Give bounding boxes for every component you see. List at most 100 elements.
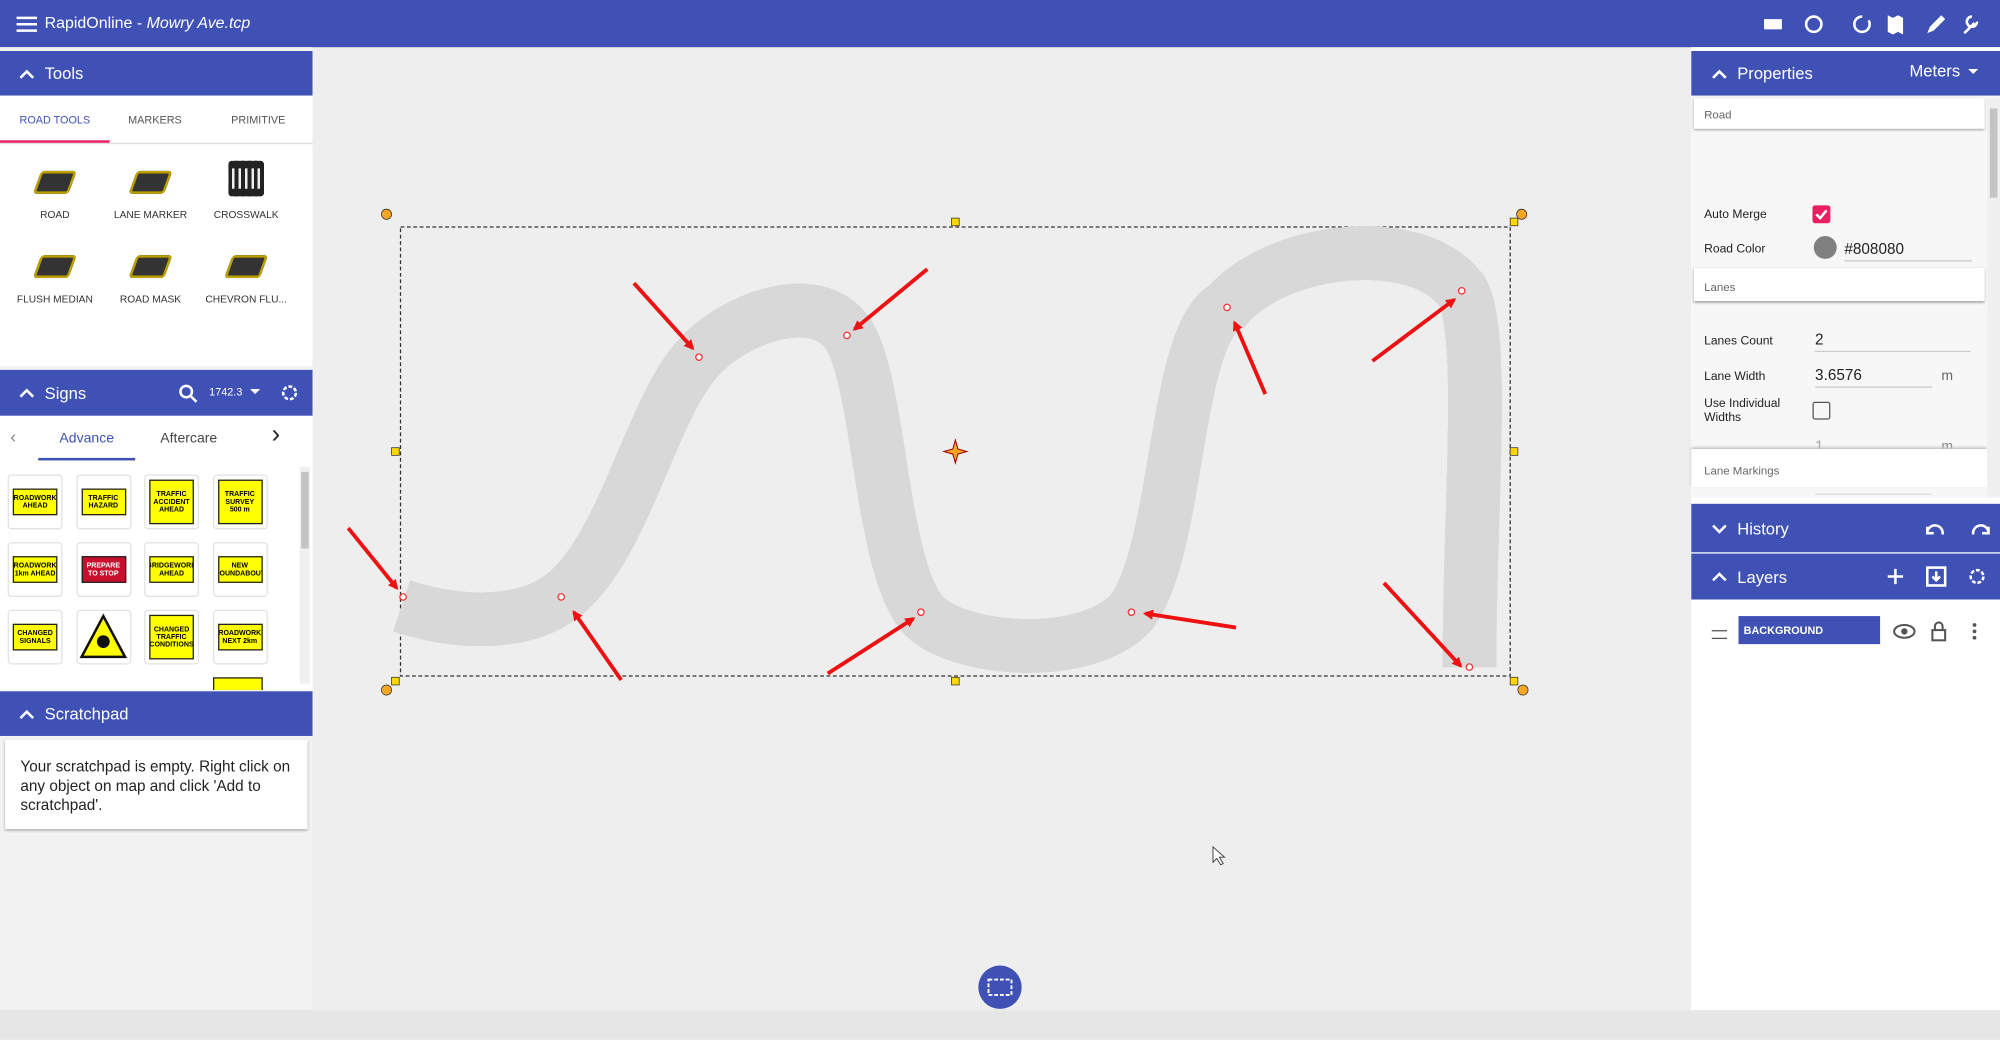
tool-icon[interactable] xyxy=(128,255,173,279)
selection-handles[interactable] xyxy=(380,208,1529,696)
section-lane-markings: Lane Markings xyxy=(1704,464,1780,478)
next-tab[interactable]: › xyxy=(271,420,281,449)
sign-item[interactable]: BRIDGEWORK AHEAD xyxy=(144,542,199,597)
signs-tab[interactable]: Aftercare xyxy=(160,431,218,447)
sign-item[interactable]: TRAFFIC HAZARD xyxy=(75,474,131,530)
tool-icon[interactable] xyxy=(228,160,265,197)
locate-button[interactable] xyxy=(1804,15,1823,34)
sign-item[interactable]: NEW ROUNDABOUT xyxy=(212,542,268,597)
unit-select[interactable]: Meters xyxy=(1909,61,1961,81)
print-button[interactable] xyxy=(1764,19,1782,30)
sign-plate: CHANGED SIGNALS xyxy=(12,623,58,651)
use-individual-checkbox[interactable] xyxy=(1812,401,1831,420)
road-color-input[interactable]: #808080 xyxy=(1844,240,1972,262)
refresh-button[interactable] xyxy=(1853,15,1871,34)
app-name: RapidOnline xyxy=(44,14,133,32)
tool-label: ROAD xyxy=(40,209,70,221)
layers-header: Layers xyxy=(1691,553,2000,600)
road-nodes xyxy=(399,286,1474,671)
tab-indicator xyxy=(0,140,110,143)
prev-tab[interactable]: ‹ xyxy=(10,426,17,447)
lanes-count-label: Lanes Count xyxy=(1704,334,1773,349)
sign-item[interactable]: CHANGED TRAFFIC CONDITIONS xyxy=(144,609,199,665)
section-lanes: Lanes xyxy=(1704,280,1736,294)
tool-label: ROAD MASK xyxy=(119,293,182,305)
tools-tab[interactable]: PRIMITIVE xyxy=(231,113,286,127)
top-bar: RapidOnline - Mowry Ave.tcp xyxy=(0,0,2000,48)
search-button[interactable] xyxy=(179,384,199,404)
sign-plate: NEW ROUNDABOUT xyxy=(217,556,263,583)
tools-tab[interactable]: ROAD TOOLS xyxy=(19,113,91,127)
history-header[interactable]: History xyxy=(1691,503,2000,553)
sign-item[interactable]: TRAFFIC ACCIDENT AHEAD xyxy=(144,474,199,530)
road[interactable] xyxy=(402,253,1475,667)
properties-scrollbar[interactable] xyxy=(1987,98,2000,498)
layer-controls[interactable] xyxy=(1893,620,1982,643)
road-color-label: Road Color xyxy=(1704,242,1766,257)
tools-title: Tools xyxy=(44,63,84,83)
sign-plate: TRAFFIC HAZARD xyxy=(80,488,126,516)
auto-merge-label: Auto Merge xyxy=(1704,207,1767,222)
layer-name[interactable]: BACKGROUND xyxy=(1738,616,1881,645)
cursor xyxy=(1212,845,1226,866)
signs-header: Signs 1742.3 xyxy=(0,369,313,416)
tool-icon[interactable] xyxy=(32,170,77,194)
signs-tab[interactable]: Advance xyxy=(59,431,115,447)
lane-width-unit: m xyxy=(1941,368,1954,384)
sign-item xyxy=(213,677,263,691)
footer xyxy=(0,1010,2000,1040)
tool-icon[interactable] xyxy=(224,255,269,279)
auto-merge-checkbox[interactable] xyxy=(1812,205,1831,224)
tool-label: FLUSH MEDIAN xyxy=(16,293,93,305)
signs-settings[interactable] xyxy=(278,381,301,404)
sign-plate: ROADWORK AHEAD xyxy=(12,488,58,516)
file-name: Mowry Ave.tcp xyxy=(146,14,251,32)
tools-body: ROAD TOOLS MARKERS PRIMITIVE ROAD LANE MARKE… xyxy=(0,95,313,367)
road-color-swatch[interactable] xyxy=(1813,235,1837,259)
scratchpad-title: Scratchpad xyxy=(44,704,129,724)
scratchpad-header[interactable]: Scratchpad xyxy=(0,691,313,736)
sign-item[interactable]: ROADWORK 1km AHEAD xyxy=(7,542,63,597)
fit-button[interactable] xyxy=(978,965,1022,1009)
undo-redo[interactable] xyxy=(1923,519,1992,539)
tool-icon[interactable] xyxy=(32,255,77,279)
lane-width-label: Lane Width xyxy=(1704,369,1766,384)
toolbar xyxy=(1764,15,1979,35)
sign-item[interactable]: ROADWORK NEXT 2km xyxy=(212,609,268,665)
map-canvas[interactable] xyxy=(312,47,1691,1010)
layer-actions[interactable] xyxy=(1885,565,1992,588)
sign-plate: ROADWORK NEXT 2km xyxy=(217,623,263,651)
signs-title: Signs xyxy=(44,383,87,404)
settings-button[interactable] xyxy=(1963,15,1979,35)
menu-button[interactable] xyxy=(15,15,38,33)
lanes-count-input[interactable]: 2 xyxy=(1815,330,1971,353)
sign-item[interactable]: CHANGED SIGNALS xyxy=(7,609,63,665)
annotation-arrows xyxy=(346,267,1463,681)
drag-handle[interactable] xyxy=(1711,630,1728,640)
sign-item[interactable] xyxy=(75,609,131,665)
tool-icon[interactable] xyxy=(128,170,173,194)
sign-item[interactable]: PREPARE TO STOP xyxy=(75,542,131,597)
sign-scale[interactable]: 1742.3 xyxy=(209,385,243,398)
sign-item[interactable]: ROADWORK AHEAD xyxy=(7,474,63,530)
tab-divider xyxy=(0,142,313,145)
tab-indicator xyxy=(38,457,136,461)
map-button[interactable] xyxy=(1887,15,1904,35)
sign-plate: TRAFFIC SURVEY 500 m xyxy=(217,479,263,525)
signs-scrollbar xyxy=(299,466,310,684)
section-road: Road xyxy=(1704,108,1732,122)
left-panel: Tools ROAD TOOLS MARKERS PRIMITIVE ROAD LANE… xyxy=(0,47,313,1011)
edit-button[interactable] xyxy=(1927,15,1946,34)
tools-tab[interactable]: MARKERS xyxy=(128,113,182,127)
sign-item[interactable]: TRAFFIC SURVEY 500 m xyxy=(212,474,268,530)
sign-plate: ROADWORK 1km AHEAD xyxy=(12,556,58,583)
center-marker xyxy=(942,438,969,465)
tools-header[interactable]: Tools xyxy=(0,51,313,96)
properties-body: Road Auto Merge Road Color #808080 Lanes… xyxy=(1691,95,2000,498)
sign-plate: CHANGED TRAFFIC CONDITIONS xyxy=(149,614,194,660)
properties-title: Properties xyxy=(1737,63,1813,83)
use-individual-label: Use Individual Widths xyxy=(1704,396,1781,425)
right-panel: Properties Meters Road Auto Merge Road C… xyxy=(1691,47,2000,1011)
properties-header[interactable]: Properties Meters xyxy=(1691,51,2000,96)
lane-width-input[interactable]: 3.6576 xyxy=(1815,366,1933,388)
